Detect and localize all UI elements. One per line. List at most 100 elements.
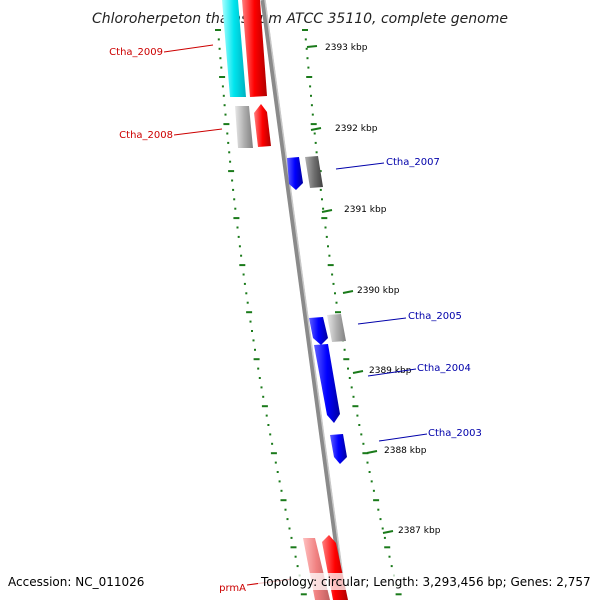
kbp-label-2387: 2387 kbp	[398, 526, 441, 536]
inner-guide-dot	[246, 301, 249, 304]
kbp-label-2389: 2389 kbp	[369, 366, 412, 376]
inner-guide-dot	[257, 367, 260, 370]
gene-label-ctha-2004[interactable]: Ctha_2004	[417, 363, 471, 374]
guide-dots	[215, 29, 402, 596]
gene-leader-lines	[163, 44, 428, 586]
inner-guide-dot	[300, 593, 307, 596]
inner-guide-dot	[234, 207, 237, 210]
inner-guide-dot	[284, 508, 287, 511]
inner-guide-dot	[296, 565, 299, 568]
outer-guide-dot	[335, 301, 338, 304]
inner-guide-dot	[237, 235, 240, 238]
accession-label: Accession: NC_011026	[8, 575, 144, 589]
map-title: Chloroherpeton thalassium ATCC 35110, co…	[92, 11, 508, 27]
outer-guide-dot	[306, 76, 313, 78]
outer-guide-dot	[324, 226, 327, 229]
outer-guide-dot	[310, 123, 317, 126]
outer-guide-dot	[373, 499, 380, 502]
outer-guide-dot	[383, 536, 386, 539]
inner-guide-dot	[229, 160, 232, 163]
outer-guide-dot	[362, 442, 365, 445]
inner-guide-dot	[290, 546, 297, 549]
gene-ctha-2004[interactable]	[314, 344, 340, 423]
gene-label-prma[interactable]: prmA	[219, 583, 246, 594]
outer-guide-dot	[321, 198, 323, 201]
gene-ctha-2007[interactable]	[287, 157, 303, 190]
gene-ctha-2009-cyan[interactable]	[222, 0, 246, 97]
inner-guide-dot	[251, 330, 253, 332]
outer-guide-dot	[372, 489, 375, 492]
inner-guide-dot	[269, 433, 272, 436]
outer-guide-dot	[381, 527, 384, 530]
outer-guide-dot	[310, 104, 313, 107]
outer-guide-dot	[314, 141, 317, 144]
inner-guide-dot	[249, 320, 252, 323]
inner-guide-dot	[233, 217, 240, 220]
kbp-label-2391: 2391 kbp	[344, 205, 387, 215]
gene-ctha-2005[interactable]	[327, 314, 346, 342]
inner-guide-dot	[222, 94, 225, 97]
inner-guide-dot	[274, 461, 277, 464]
inner-guide-dot	[265, 414, 268, 417]
gene-label-ctha-2008[interactable]: Ctha_2008	[119, 130, 173, 141]
inner-guide-dot	[236, 226, 239, 229]
outer-guide-dot	[319, 188, 322, 191]
inner-guide-dot	[261, 405, 268, 408]
inner-guide-dot	[221, 85, 224, 88]
gene-ctha-2008[interactable]	[254, 104, 271, 147]
gene-label-ctha-2003[interactable]: Ctha_2003	[428, 428, 482, 439]
topology-label: Topology: circular; Length: 3,293,456 bp…	[260, 575, 591, 589]
inner-guide-dot	[290, 536, 293, 539]
outer-guide-dot	[343, 348, 346, 351]
gene-label-ctha-2007[interactable]: Ctha_2007	[386, 157, 440, 168]
outer-guide-dot	[343, 358, 350, 361]
gene-ctha-2008-gray[interactable]	[235, 106, 253, 148]
outer-guide-dot	[325, 235, 328, 238]
outer-guide-dot	[377, 508, 380, 511]
kbp-label-2388: 2388 kbp	[384, 446, 427, 456]
kbp-tick-marks	[306, 45, 394, 534]
outer-guide-dot	[313, 132, 316, 135]
outer-guide-dot	[327, 264, 334, 267]
outer-guide-dot	[307, 66, 310, 69]
outer-guide-dot	[304, 38, 307, 41]
inner-guide-dot	[219, 76, 226, 78]
inner-guide-dot	[270, 452, 277, 455]
outer-guide-dot	[358, 424, 361, 426]
gene-label-ctha-2005[interactable]: Ctha_2005	[408, 311, 462, 322]
gene-ctha-2009[interactable]	[242, 0, 267, 97]
inner-guide-dot	[245, 292, 248, 295]
inner-guide-dot	[280, 489, 283, 492]
outer-guide-dot	[384, 546, 391, 549]
outer-guide-dot	[356, 414, 359, 417]
outer-guide-dot	[379, 518, 382, 521]
outer-guide-dot	[328, 254, 331, 257]
outer-guide-dot	[305, 47, 308, 50]
outer-guide-dot	[395, 593, 402, 596]
gene-ctha-2005-blue[interactable]	[309, 317, 328, 345]
outer-guide-dot	[327, 245, 329, 248]
inner-guide-dot	[288, 527, 291, 530]
kbp-label-2390: 2390 kbp	[357, 286, 400, 296]
inner-guide-dot	[223, 104, 226, 107]
gene-ctha-2003[interactable]	[330, 434, 347, 464]
inner-guide-dot	[223, 123, 230, 126]
inner-guide-dot	[242, 273, 245, 276]
gene-label-ctha-2009[interactable]: Ctha_2009	[109, 47, 163, 58]
inner-guide-dot	[224, 113, 227, 116]
inner-guide-dot	[286, 518, 289, 521]
inner-guide-dot	[246, 311, 253, 314]
outer-guide-dot	[335, 311, 341, 314]
inner-guide-dot	[232, 188, 235, 191]
outer-guide-dot	[332, 282, 335, 285]
gene-ctha-2006[interactable]	[305, 156, 323, 188]
outer-guide-dot	[362, 452, 369, 455]
inner-guide-dot	[220, 66, 223, 69]
inner-guide-dot	[276, 471, 279, 473]
outer-guide-dot	[315, 151, 318, 154]
inner-guide-dot	[294, 555, 297, 558]
outer-guide-dot	[360, 433, 363, 436]
inner-guide-dot	[258, 377, 261, 379]
inner-guide-dot	[215, 29, 221, 31]
outer-guide-dot	[306, 57, 309, 60]
